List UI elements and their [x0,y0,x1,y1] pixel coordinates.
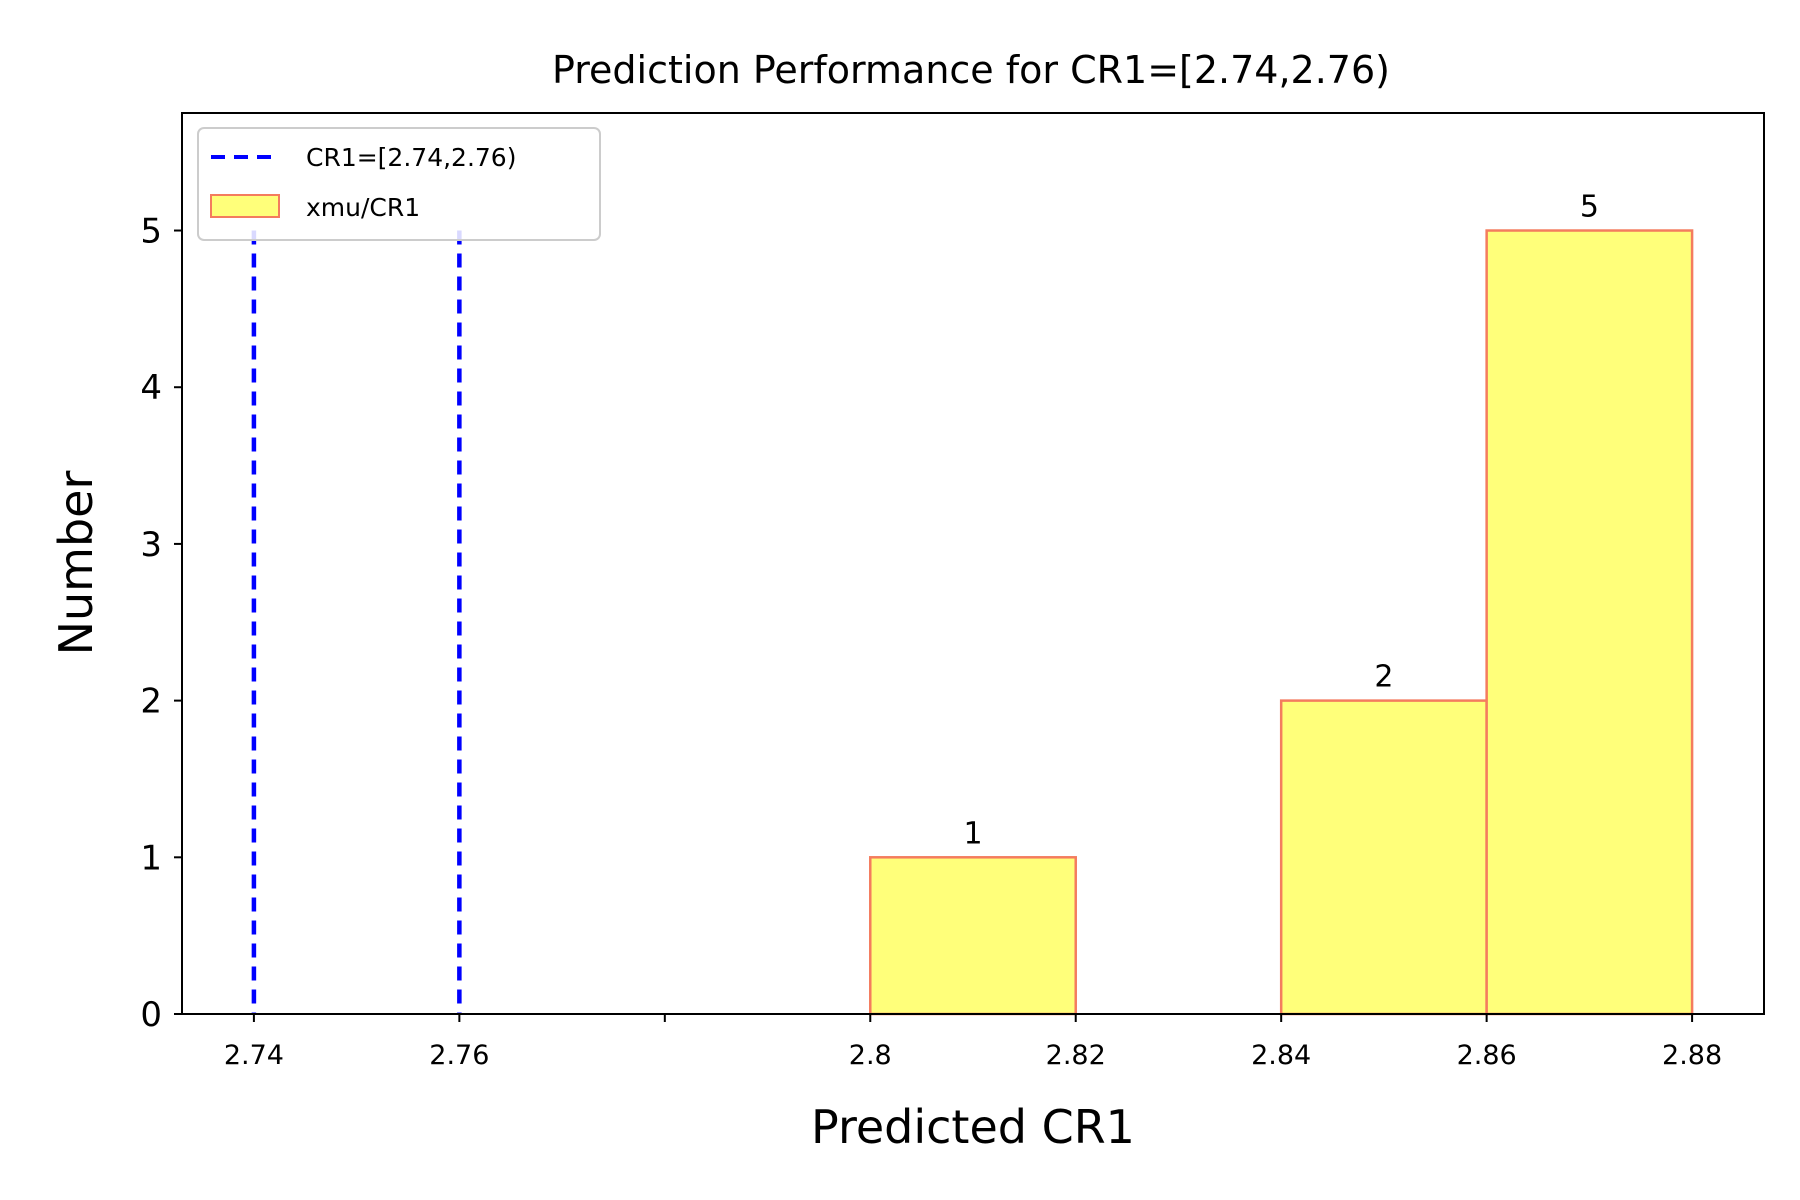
y-axis-title: Number [49,471,103,656]
histogram-bar-1 [1279,699,1488,1016]
legend-label-xmu-cr1: xmu/CR1 [306,193,420,222]
x-tick-label-4: 2.82 [1046,1040,1106,1071]
y-tick-label-0: 0 [140,995,162,1035]
chart-title: Prediction Performance for CR1=[2.74,2.7… [552,48,1390,92]
x-tick-label-6: 2.86 [1457,1040,1517,1071]
y-tick-label-1: 1 [140,838,162,878]
y-tick-label-5: 5 [140,212,162,252]
legend-box [197,127,601,241]
y-tick-label-3: 3 [140,525,162,565]
x-tick-label-7: 2.88 [1662,1040,1722,1071]
bar-value-label-2: 5 [1580,190,1599,225]
y-axis: 0 1 2 3 4 5 [140,212,182,1035]
legend-patch-swatch [210,194,280,218]
bar-value-label-0: 1 [963,816,982,851]
x-axis-title: Predicted CR1 [811,1100,1135,1154]
legend-label-cr1-range: CR1=[2.74,2.76) [306,143,516,172]
plot-frame [181,112,1765,1015]
bins-layer: 1 2 5 [182,190,1764,1016]
x-tick-label-0: 2.74 [224,1040,284,1071]
reference-lines [251,230,462,1014]
x-tick-label-1: 2.76 [429,1040,489,1071]
histogram-bar-2 [1485,229,1694,1016]
legend: CR1=[2.74,2.76) xmu/CR1 [197,127,601,241]
bar-value-label-1: 2 [1374,660,1393,695]
x-tick-label-5: 2.84 [1251,1040,1311,1071]
x-axis: 2.74 2.76 2.8 2.82 2.84 2.86 2.88 [224,1014,1722,1071]
x-tick-label-3: 2.8 [849,1040,892,1071]
y-tick-label-2: 2 [140,682,162,722]
y-tick-label-4: 4 [140,368,162,408]
histogram-bar-0 [869,856,1077,1016]
